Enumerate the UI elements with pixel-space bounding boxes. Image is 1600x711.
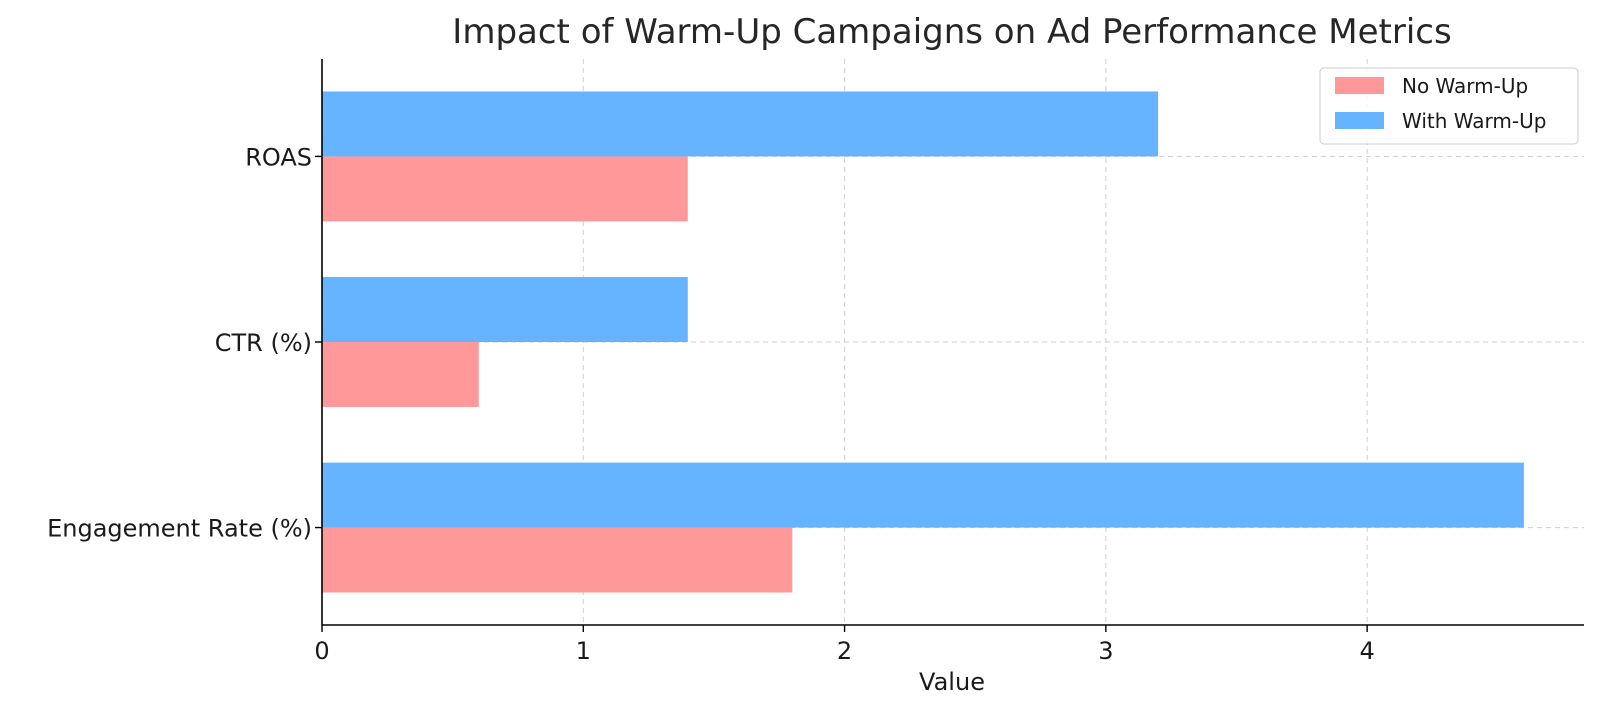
x-tick-label: 0 (314, 637, 329, 665)
bar-no-warm-up-roas (322, 156, 688, 222)
x-tick-label: 1 (576, 637, 591, 665)
legend-swatch-with-warm-up (1335, 112, 1384, 129)
legend-box (1319, 67, 1579, 145)
y-tick-label-roas: ROAS (245, 143, 312, 171)
legend-label-with-warm-up: With Warm-Up (1402, 109, 1546, 133)
x-tick-label: 2 (837, 637, 852, 665)
legend-swatch-no-warm-up (1335, 77, 1384, 94)
bar-with-warm-up-engagement-rate (322, 462, 1524, 528)
bar-with-warm-up-ctr (322, 277, 688, 342)
legend: No Warm-Up With Warm-Up (1319, 67, 1579, 145)
bar-no-warm-up-engagement-rate (322, 527, 793, 593)
y-tick-label-engagement-rate: Engagement Rate (%) (47, 515, 312, 543)
bars (322, 91, 1524, 593)
x-tick-label: 3 (1098, 637, 1113, 665)
bar-with-warm-up-roas (322, 91, 1159, 157)
tick-labels: 0 1 2 3 4 Engagement Rate (%) CTR (%) ROAS (47, 143, 1375, 665)
bar-no-warm-up-ctr (322, 342, 479, 407)
y-tick-label-ctr: CTR (%) (215, 329, 312, 357)
legend-label-no-warm-up: No Warm-Up (1402, 74, 1528, 98)
x-axis-label: Value (919, 668, 985, 696)
chart-title: Impact of Warm-Up Campaigns on Ad Perfor… (452, 12, 1451, 52)
x-tick-label: 4 (1359, 637, 1374, 665)
